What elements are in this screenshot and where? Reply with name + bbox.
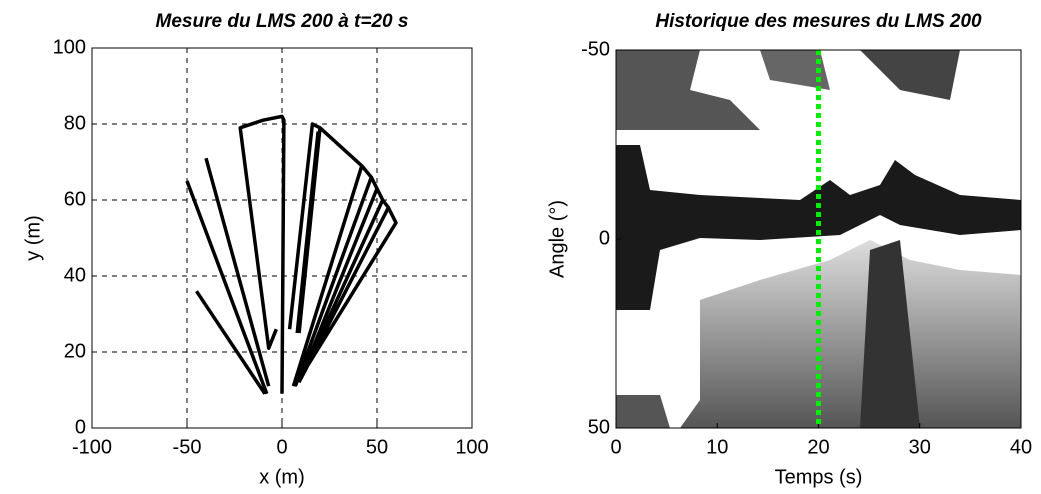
y-tick-label: 40: [64, 264, 86, 286]
y-tick-label: -50: [581, 38, 610, 60]
plot-frame: [91, 47, 473, 429]
chart-title: Mesure du LMS 200 à t=20 s: [156, 11, 409, 32]
x-tick-label: 10: [706, 436, 728, 458]
y-tick-label: 0: [75, 416, 86, 438]
y-tick-label: 20: [64, 340, 86, 362]
x-axis-label: x (m): [259, 466, 305, 488]
x-tick-label: -50: [173, 436, 202, 458]
x-tick-label: 0: [610, 436, 621, 458]
x-tick-label: 0: [276, 436, 287, 458]
scan-line: [185, 114, 398, 395]
y-tick-label: 60: [64, 188, 86, 210]
plot-frame: [615, 49, 1022, 429]
y-tick-label: 100: [53, 36, 86, 58]
x-tick-label: 50: [366, 436, 388, 458]
x-tick-label: 20: [807, 436, 829, 458]
y-axis-label: y (m): [22, 215, 44, 261]
y-tick-label: 50: [588, 416, 610, 438]
y-axis-label: Angle (°): [546, 200, 568, 278]
x-tick-label: 40: [1010, 436, 1032, 458]
x-tick-label: 100: [455, 436, 488, 458]
x-axis-label: Temps (s): [775, 466, 863, 488]
y-tick-label: 80: [64, 112, 86, 134]
x-tick-label: -100: [72, 436, 112, 458]
y-tick-label: 0: [599, 227, 610, 249]
chart-title: Historique des mesures du LMS 200: [655, 11, 982, 32]
x-tick-label: 30: [909, 436, 931, 458]
